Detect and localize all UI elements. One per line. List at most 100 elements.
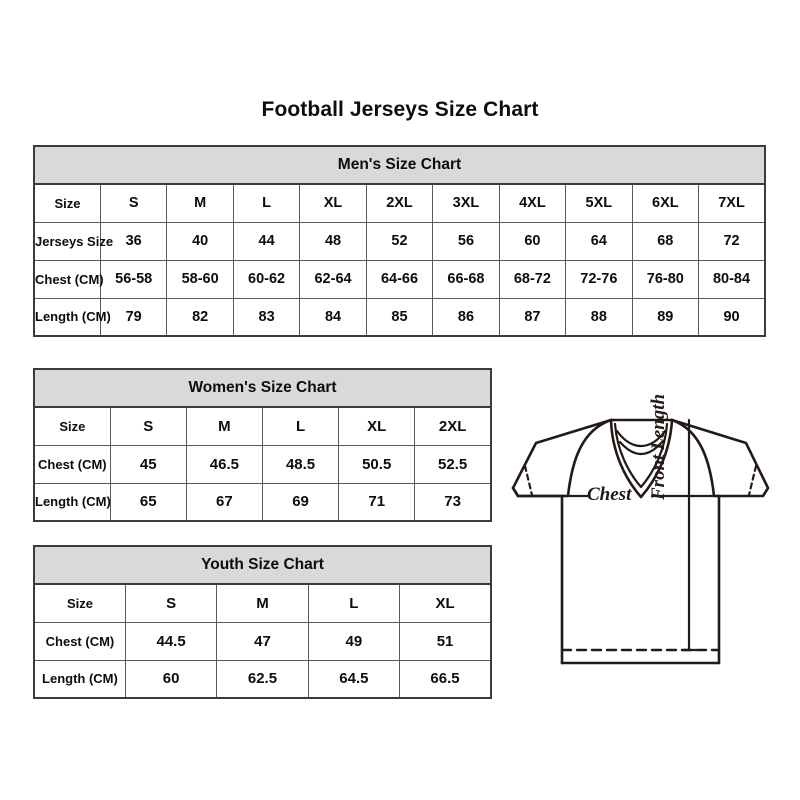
table-cell: 60 [498, 221, 567, 261]
row-label-length-cm: Length (CM) [33, 482, 111, 522]
table-caption-row: Women's Size Chart [33, 368, 492, 408]
column-header-m: M [185, 406, 263, 446]
table-cell: 76-80 [631, 259, 700, 299]
row-label-jerseys-size: Jerseys Size [33, 221, 113, 261]
table-cell: 68-72 [498, 259, 567, 299]
column-header-size: Size [33, 583, 126, 623]
table-cell: 51 [399, 621, 492, 661]
page-title: Football Jerseys Size Chart [261, 98, 539, 121]
table-cell: 64.5 [307, 659, 401, 699]
column-header-s: S [109, 406, 187, 446]
column-header-s: S [124, 583, 218, 623]
table-cell: 48 [299, 221, 367, 261]
column-header-m: M [166, 183, 234, 223]
row-label-chest-cm: Chest (CM) [33, 444, 111, 484]
row-label-length-cm: Length (CM) [33, 659, 126, 699]
table-cell: 65 [109, 482, 187, 522]
table-cell: 62-64 [299, 259, 367, 299]
column-header-6xl: 6XL [631, 183, 700, 223]
table-cell: 60 [124, 659, 218, 699]
table-caption-row: Men's Size Chart [33, 145, 766, 185]
column-header-xl: XL [399, 583, 492, 623]
table-cell: 73 [414, 482, 492, 522]
table-cell: 58-60 [166, 259, 234, 299]
table-cell: 87 [498, 297, 567, 337]
table-cell: 45 [109, 444, 187, 484]
table-row: Length (CM) 60 62.5 64.5 66.5 [33, 659, 492, 699]
column-header-4xl: 4XL [498, 183, 567, 223]
table-cell: 52 [365, 221, 434, 261]
table-cell: 72 [698, 221, 766, 261]
table-cell: 86 [432, 297, 500, 337]
table-cell: 68 [631, 221, 700, 261]
table-cell: 85 [365, 297, 434, 337]
table-cell: 47 [216, 621, 309, 661]
table-header-row: Size S M L XL 2XL [33, 406, 492, 446]
table-header-row: Size S M L XL [33, 583, 492, 623]
column-header-l: L [261, 406, 340, 446]
table-row: Chest (CM) 44.5 47 49 51 [33, 621, 492, 661]
column-header-5xl: 5XL [565, 183, 633, 223]
v-neck-shirt-icon [511, 418, 770, 665]
jersey-measurement-diagram [500, 398, 780, 693]
table-cell: 84 [299, 297, 367, 337]
column-header-2xl: 2XL [414, 406, 492, 446]
table-cell: 56 [432, 221, 500, 261]
table-row: Length (CM) 65 67 69 71 73 [33, 482, 492, 522]
table-cell: 80-84 [698, 259, 766, 299]
table-cell: 69 [261, 482, 340, 522]
row-label-length-cm: Length (CM) [33, 297, 111, 337]
front-length-measurement-label: Front Length [648, 393, 669, 500]
row-label-chest-cm: Chest (CM) [33, 621, 126, 661]
table-cell: 83 [232, 297, 301, 337]
mens-size-chart-table: Men's Size Chart Size S M L XL 2XL 3XL 4… [33, 145, 766, 337]
table-cell: 52.5 [414, 444, 492, 484]
column-header-2xl: 2XL [365, 183, 434, 223]
column-header-s: S [99, 183, 168, 223]
table-cell: 64 [565, 221, 633, 261]
table-cell: 36 [99, 221, 168, 261]
youth-size-chart-caption: Youth Size Chart [33, 545, 492, 585]
column-header-size: Size [33, 406, 111, 446]
chest-measurement-label: Chest [587, 484, 632, 505]
column-header-m: M [216, 583, 309, 623]
table-cell: 46.5 [185, 444, 263, 484]
table-cell: 89 [631, 297, 700, 337]
table-cell: 67 [185, 482, 263, 522]
youth-size-chart-table: Youth Size Chart Size S M L XL Chest (CM… [33, 545, 492, 699]
table-cell: 50.5 [338, 444, 416, 484]
mens-size-chart-caption: Men's Size Chart [33, 145, 766, 185]
table-cell: 88 [565, 297, 633, 337]
table-cell: 56-58 [99, 259, 168, 299]
table-row: Jerseys Size 36 40 44 48 52 56 60 64 68 … [33, 221, 766, 261]
column-header-7xl: 7XL [698, 183, 766, 223]
column-header-size: Size [33, 183, 101, 223]
table-row: Chest (CM) 45 46.5 48.5 50.5 52.5 [33, 444, 492, 484]
table-cell: 49 [307, 621, 401, 661]
column-header-3xl: 3XL [432, 183, 500, 223]
table-cell: 44.5 [124, 621, 218, 661]
column-header-xl: XL [338, 406, 416, 446]
table-cell: 72-76 [565, 259, 633, 299]
column-header-l: L [232, 183, 301, 223]
womens-size-chart-caption: Women's Size Chart [33, 368, 492, 408]
table-row: Chest (CM) 56-58 58-60 60-62 62-64 64-66… [33, 259, 766, 299]
table-cell: 71 [338, 482, 416, 522]
table-cell: 64-66 [365, 259, 434, 299]
column-header-l: L [307, 583, 401, 623]
table-cell: 40 [166, 221, 234, 261]
table-cell: 44 [232, 221, 301, 261]
table-cell: 66-68 [432, 259, 500, 299]
table-caption-row: Youth Size Chart [33, 545, 492, 585]
row-label-chest-cm: Chest (CM) [33, 259, 104, 299]
table-cell: 82 [166, 297, 234, 337]
table-cell: 66.5 [399, 659, 492, 699]
table-header-row: Size S M L XL 2XL 3XL 4XL 5XL 6XL 7XL [33, 183, 766, 223]
table-cell: 60-62 [232, 259, 301, 299]
table-cell: 90 [698, 297, 766, 337]
table-cell: 62.5 [216, 659, 309, 699]
table-cell: 48.5 [261, 444, 340, 484]
womens-size-chart-table: Women's Size Chart Size S M L XL 2XL Che… [33, 368, 492, 522]
column-header-xl: XL [299, 183, 367, 223]
table-row: Length (CM) 79 82 83 84 85 86 87 88 89 9… [33, 297, 766, 337]
